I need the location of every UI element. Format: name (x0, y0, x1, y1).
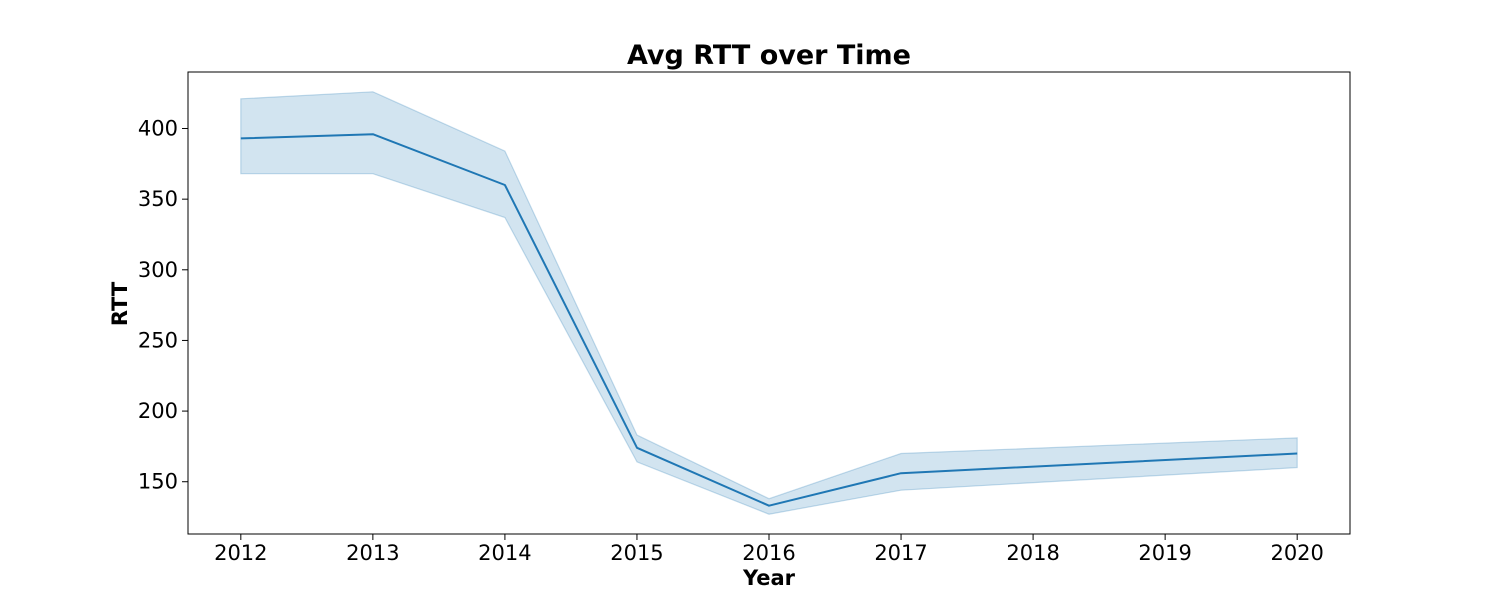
y-tick-label: 150 (138, 470, 178, 494)
y-tick-label: 300 (138, 258, 178, 282)
data-point (767, 504, 771, 508)
data-point (635, 446, 639, 450)
x-tick-label: 2015 (610, 541, 663, 565)
data-point (1295, 452, 1299, 456)
x-tick-label: 2013 (346, 541, 399, 565)
confidence-band (240, 91, 1298, 515)
plot-area (239, 91, 1299, 515)
data-point (503, 183, 507, 187)
y-tick-label: 250 (138, 328, 178, 352)
x-tick-label: 2016 (742, 541, 795, 565)
y-tick-label: 400 (138, 117, 178, 141)
x-tick-label: 2019 (1138, 541, 1191, 565)
y-tick-label: 200 (138, 399, 178, 423)
y-tick-label: 350 (138, 187, 178, 211)
x-tick-label: 2018 (1006, 541, 1059, 565)
x-tick-label: 2014 (478, 541, 531, 565)
data-point (239, 136, 243, 140)
x-axis: 2012 2013 2014 2015 2016 2017 2018 2019 2020 (214, 534, 1324, 565)
data-point (899, 471, 903, 475)
y-axis: 150 200 250 300 350 400 (138, 117, 188, 494)
x-tick-label: 2017 (874, 541, 927, 565)
data-point (371, 132, 375, 136)
y-axis-label: RTT (108, 281, 132, 326)
chart-title: Avg RTT over Time (627, 40, 911, 71)
x-tick-label: 2012 (214, 541, 267, 565)
x-tick-label: 2020 (1270, 541, 1323, 565)
series-line (240, 133, 1298, 507)
x-axis-label: Year (742, 566, 796, 590)
